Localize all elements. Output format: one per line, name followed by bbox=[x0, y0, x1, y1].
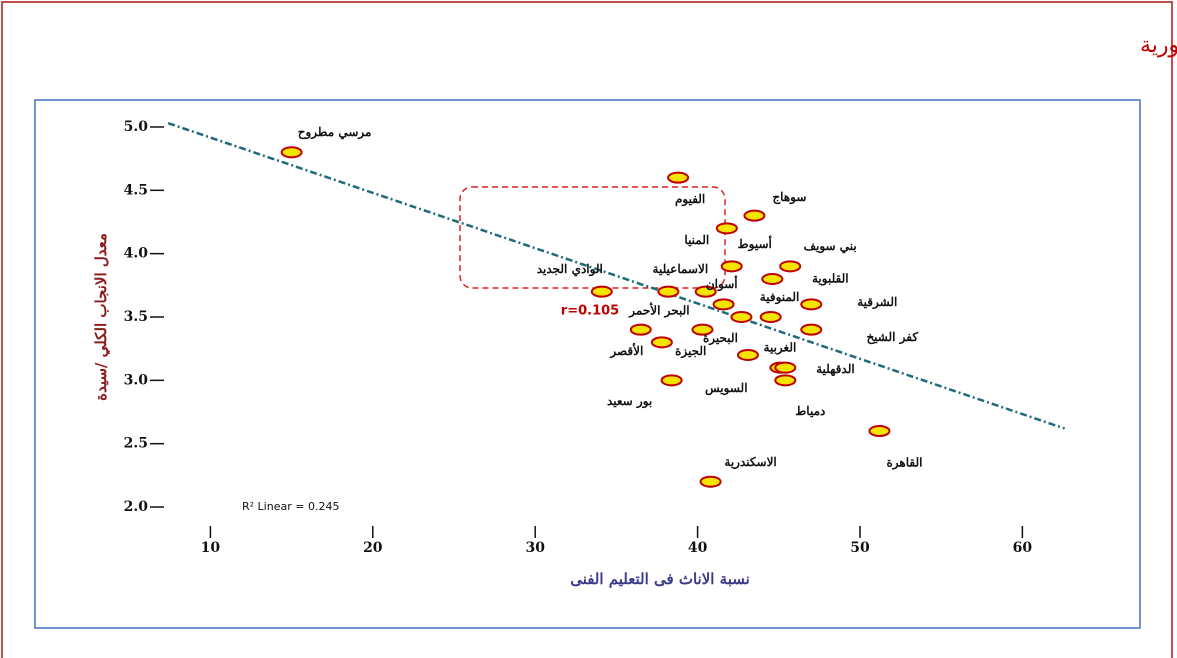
point bbox=[800, 323, 823, 336]
point bbox=[660, 374, 683, 387]
point bbox=[667, 171, 690, 184]
point bbox=[694, 285, 717, 298]
point bbox=[712, 298, 735, 311]
y-tick-label: 4.0 bbox=[124, 246, 149, 262]
x-tick-label: 40 bbox=[688, 540, 708, 556]
point bbox=[629, 323, 652, 336]
point-label: البحر الأحمر bbox=[628, 303, 689, 319]
point-label: سوهاج bbox=[772, 190, 806, 205]
point bbox=[715, 222, 738, 235]
point bbox=[730, 311, 753, 323]
x-tick-label: 50 bbox=[850, 540, 870, 556]
point-label: مرسي مطروح bbox=[298, 125, 372, 140]
point-label: الاسكندرية bbox=[724, 455, 776, 470]
x-tick-label: 20 bbox=[363, 540, 383, 556]
point-label: السويس bbox=[705, 381, 748, 396]
point bbox=[774, 361, 797, 374]
point-label: القاهرة bbox=[886, 456, 922, 471]
point-label: أسيوط bbox=[738, 236, 772, 252]
point-label: المنوفية bbox=[760, 290, 800, 305]
y-tick-label: 3.0 bbox=[124, 372, 149, 388]
chart-title: شكل (7) العلاقة بين معدل الانجاب الكلى /… bbox=[1140, 33, 1177, 58]
y-tick-label: 2.5 bbox=[124, 436, 148, 452]
point bbox=[691, 323, 714, 336]
trendline bbox=[167, 121, 1066, 430]
point bbox=[761, 272, 784, 285]
y-tick-label: 4.5 bbox=[124, 182, 148, 198]
point-label: الاسماعيلية bbox=[653, 262, 709, 276]
x-axis-label: نسبة الاناث فى التعليم الفنى bbox=[570, 570, 750, 588]
point bbox=[720, 260, 743, 273]
point-label: بني سويف bbox=[804, 239, 857, 254]
point bbox=[800, 298, 823, 311]
point bbox=[743, 209, 766, 222]
y-tick-label: 2.0 bbox=[124, 499, 149, 515]
annotation: r=0.105 bbox=[561, 304, 619, 319]
point-label: دمياط bbox=[795, 404, 825, 418]
point-label: الفيوم bbox=[675, 192, 705, 207]
x-tick-label: 30 bbox=[525, 540, 545, 556]
chart-frame bbox=[34, 99, 1141, 629]
point bbox=[280, 146, 303, 159]
point bbox=[657, 285, 680, 298]
point bbox=[699, 475, 722, 488]
annotation: R² Linear = 0.245 bbox=[242, 500, 339, 513]
point-label: القلبوية bbox=[812, 271, 849, 286]
point-label: الوادي الجديد bbox=[537, 262, 603, 277]
point bbox=[650, 336, 673, 349]
point-label: بور سعيد bbox=[607, 394, 652, 409]
point-label: المنيا bbox=[684, 233, 709, 247]
x-tick-label: 60 bbox=[1013, 540, 1033, 556]
point-label: البحيرة bbox=[703, 331, 738, 346]
y-tick-label: 5.0 bbox=[124, 119, 149, 135]
point bbox=[779, 260, 802, 273]
highlight-box bbox=[459, 186, 726, 289]
point-label: كفر الشيخ bbox=[866, 330, 918, 345]
x-tick-label: 10 bbox=[201, 540, 221, 556]
point-label: الشرقية bbox=[857, 295, 897, 310]
point-label: الغربية bbox=[764, 341, 797, 356]
point-label: الأقصر bbox=[609, 343, 643, 359]
point bbox=[868, 425, 891, 438]
point-label: الجيزة bbox=[675, 344, 706, 359]
y-tick-label: 3.5 bbox=[124, 309, 148, 325]
point-label: الدقهلية bbox=[816, 362, 855, 377]
point bbox=[774, 374, 797, 387]
point bbox=[736, 349, 759, 362]
point bbox=[590, 285, 613, 298]
y-axis-label: معدل الانجاب الكلي /سيدة bbox=[92, 233, 111, 401]
point-label: أسوان bbox=[706, 276, 738, 292]
point bbox=[759, 311, 782, 323]
